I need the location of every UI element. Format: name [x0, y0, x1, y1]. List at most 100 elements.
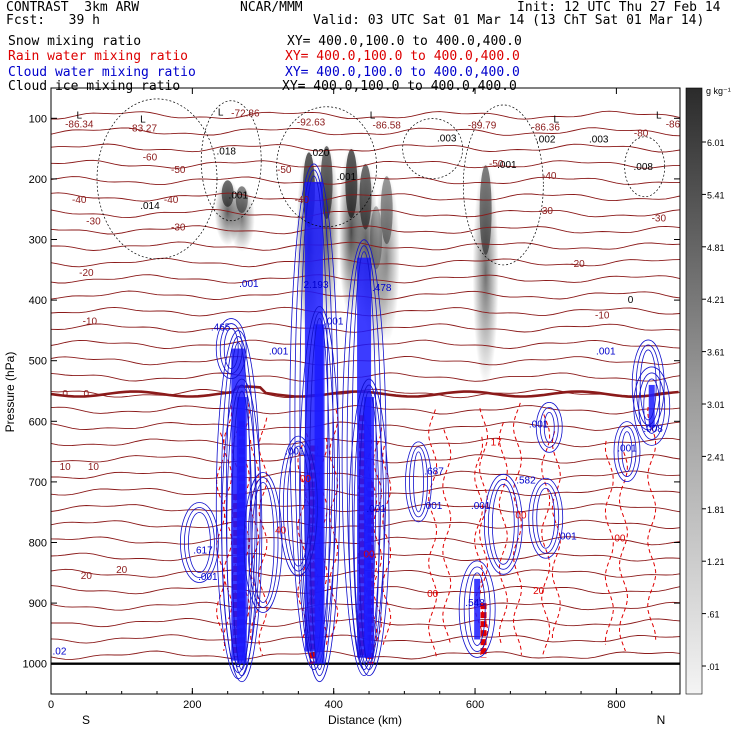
- x-axis-end-right: N: [657, 713, 666, 727]
- temperature-label: -40: [295, 195, 310, 206]
- rain-contour: [297, 444, 307, 639]
- cloud-water-label: .001: [269, 347, 289, 358]
- field-ice-xy: XY= 400.0,100.0 to 400.0,400.0: [282, 79, 517, 94]
- cloud-ice-contour: [96, 98, 218, 260]
- temperature-label: 0: [84, 389, 90, 400]
- y-tick-label: 600: [29, 416, 47, 428]
- y-tick-label: 1000: [23, 659, 47, 671]
- cloud-water-contour: [621, 431, 633, 473]
- cloud-ice-contour: [402, 118, 463, 179]
- temperature-label: -30: [171, 222, 186, 233]
- cloud-water-label: .001: [239, 279, 259, 290]
- temperature-label: -50: [171, 165, 186, 176]
- rain-contour: [258, 417, 268, 656]
- temperature-label: -40: [164, 195, 179, 206]
- cloud-water-contour: [282, 440, 314, 572]
- cloud-water-contour: [304, 311, 335, 677]
- cloud-water-contour: [539, 406, 559, 448]
- ice-label: .008: [634, 162, 654, 173]
- cloud-water-label: .008: [643, 424, 663, 435]
- cloud-water-contour: [458, 560, 496, 658]
- snow-core: [359, 163, 372, 230]
- temperature-contour: [51, 208, 680, 219]
- cloud-water-contour: [543, 411, 555, 443]
- colorbar-level: .61: [707, 610, 720, 620]
- temperature-label: -83.27: [129, 124, 158, 135]
- x-tick-label: 0: [48, 699, 54, 711]
- temperature-label: -86.58: [373, 121, 402, 132]
- ice-label: L: [370, 110, 376, 121]
- cloud-water-core: [364, 397, 375, 658]
- temperature-contour: [51, 176, 680, 186]
- plot-frame: [50, 87, 681, 695]
- cloud-water-contour: [184, 507, 215, 578]
- cloud-water-contour: [247, 477, 279, 608]
- ice-label: L: [656, 110, 662, 121]
- header-model: CONTRAST 3km ARW: [6, 0, 140, 15]
- rain-label: 00: [427, 589, 439, 600]
- y-tick-label: 100: [29, 113, 47, 125]
- temperature-label: -89.79: [468, 121, 497, 132]
- snow-mixing-ratio-shading: [214, 142, 499, 385]
- cloud-water-contour: [226, 384, 258, 677]
- rain-label: 20: [533, 586, 545, 597]
- rain-contour: [329, 409, 339, 638]
- cloud-water-contour: [613, 421, 641, 483]
- field-cloud-label: Cloud water mixing ratio: [8, 65, 196, 80]
- temperature-label: -86: [666, 119, 681, 130]
- cloud-water-contour: [358, 390, 380, 665]
- rain-contour: [551, 431, 561, 640]
- x-tick-label: 600: [466, 699, 484, 711]
- cloud-water-contour: [353, 384, 385, 671]
- cloud-water-contour: [180, 502, 219, 583]
- colorbar: 6.01 5.41 4.81 4.21 3.61 3.01 2.41 1.81 1.21 .61.…: [685, 86, 731, 695]
- cloud-water-core: [236, 397, 247, 664]
- cloud-water-contour: [491, 483, 515, 565]
- cloud-water-contour: [348, 378, 390, 677]
- cloud-water-label: .001: [529, 419, 549, 430]
- temperature-label: -80: [634, 128, 649, 139]
- temperature-contour: [51, 127, 680, 137]
- temperature-contour: [51, 159, 680, 169]
- ice-label: .001: [497, 160, 517, 171]
- y-tick-label: 300: [29, 235, 47, 247]
- y-axis-label: Pressure (hPa): [3, 352, 17, 433]
- rain-label: 00: [515, 510, 527, 521]
- cloud-water-contour: [251, 482, 275, 603]
- cloud-water-contour: [487, 478, 519, 570]
- cloud-water-contour: [528, 477, 564, 559]
- ice-label: L: [218, 107, 224, 118]
- header-init: Init: 12 UTC Thu 27 Feb 14: [517, 0, 721, 15]
- cloud-ice-contour: [276, 106, 377, 228]
- header-forecast: Fcst: 39 h: [6, 13, 100, 28]
- cloud-water-contour: [638, 372, 666, 440]
- rain-contour: [541, 414, 551, 657]
- rain-contour: [618, 452, 629, 652]
- cloud-water-contour: [351, 251, 377, 665]
- cloud-water-contour: [341, 239, 387, 677]
- cloud-water-contour: [468, 572, 486, 646]
- cloud-water-label: .548: [465, 598, 485, 609]
- cloud-water-contour: [405, 441, 432, 523]
- cloud-ice-contour: [462, 104, 544, 266]
- cloud-water-contour: [223, 328, 239, 369]
- cloud-water-label: .001: [198, 572, 218, 583]
- temperature-label: -20: [570, 259, 585, 270]
- x-tick-label: 200: [183, 699, 201, 711]
- cloud-water-contour: [299, 305, 340, 683]
- cloud-water-contour: [631, 339, 665, 431]
- ice-label: .002: [536, 135, 556, 146]
- field-rain-label: Rain water mixing ratio: [8, 49, 189, 64]
- cloud-water-label: .465: [211, 322, 231, 333]
- cloud-water-label: .001: [557, 531, 577, 542]
- colorbar-level: 3.61: [707, 348, 725, 358]
- cloud-water-contour: [536, 487, 556, 549]
- cloud-water-contour: [243, 472, 283, 613]
- x-tick-label: 800: [607, 699, 625, 711]
- rain-contour: [604, 440, 614, 645]
- cloud-water-label: .001: [324, 316, 344, 327]
- cloud-water-contour: [413, 451, 424, 513]
- cloud-water-label: .02: [53, 647, 67, 658]
- cloud-ice-contours: [96, 98, 666, 266]
